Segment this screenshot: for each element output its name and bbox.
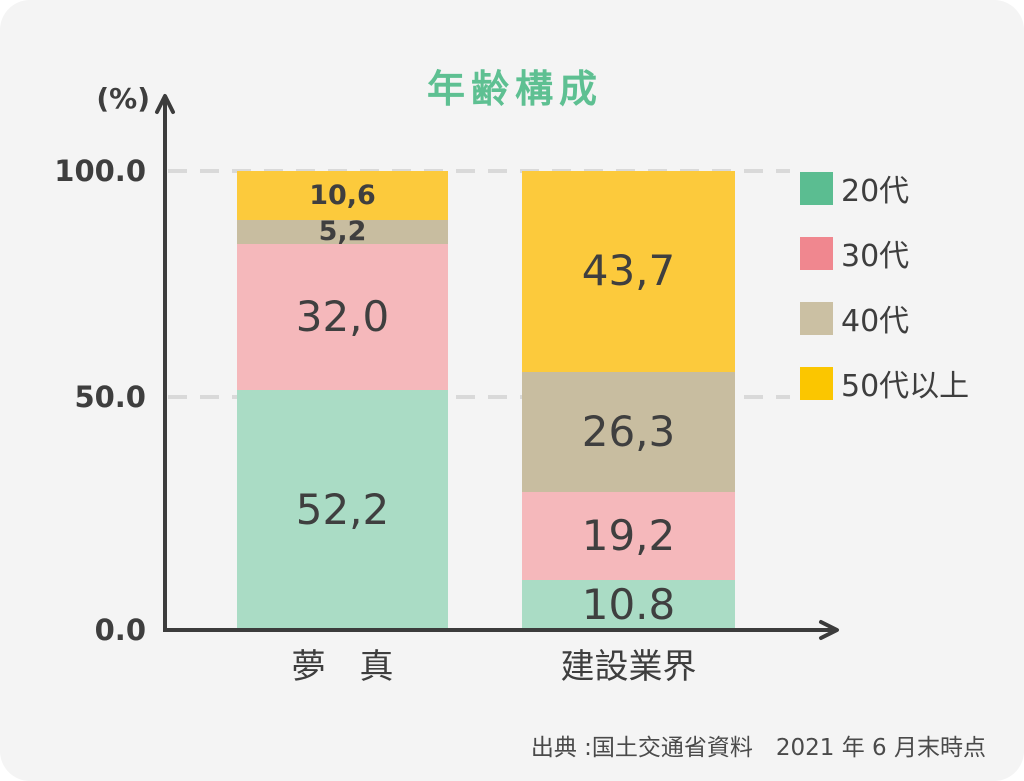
bar-kensetsu-segment-20s: 10.8 (522, 580, 735, 630)
y-axis-unit-label: (%) (96, 82, 150, 115)
bar-yumeshin-segment-50s-plus: 10,6 (237, 171, 448, 220)
legend: 20代 30代 40代 50代以上 (800, 171, 969, 431)
value-label: 26,3 (581, 406, 676, 456)
bar-yumeshin-segment-40s: 5,2 (237, 216, 448, 248)
y-tick-0: 0.0 (94, 613, 146, 647)
value-label: 5,2 (318, 216, 367, 248)
value-label: 52,2 (295, 485, 390, 535)
legend-swatch-20s (800, 171, 833, 205)
y-tick-100: 100.0 (54, 154, 146, 188)
category-label-yumeshin: 夢 真 (291, 647, 394, 687)
source-note: 出典 :国土交通省資料 2021 年 6 月末時点 (530, 735, 986, 761)
legend-item-30s: 30代 (800, 236, 969, 274)
bar-yumeshin-segment-30s: 32,0 (237, 243, 448, 391)
legend-label: 20代 (841, 174, 910, 209)
legend-item-20s: 20代 (800, 171, 969, 209)
legend-label: 50代以上 (841, 369, 970, 404)
value-label: 10,6 (309, 179, 376, 211)
bar-kensetsu-segment-40s: 26,3 (522, 371, 735, 493)
legend-swatch-30s (800, 236, 833, 270)
legend-label: 40代 (841, 304, 910, 339)
legend-swatch-50s-plus (800, 366, 833, 400)
value-label: 19,2 (581, 511, 676, 561)
legend-item-50s-plus: 50代以上 (800, 366, 969, 404)
value-label: 32,0 (295, 291, 390, 341)
category-label-construction-industry: 建設業界 (560, 647, 697, 687)
legend-item-40s: 40代 (800, 301, 969, 339)
value-label: 10.8 (581, 580, 676, 630)
legend-label: 30代 (841, 239, 910, 274)
bar-kensetsu-segment-50s-plus: 43,7 (522, 171, 735, 372)
legend-swatch-40s (800, 301, 833, 335)
y-tick-50: 50.0 (74, 380, 146, 414)
value-label: 43,7 (581, 246, 676, 296)
bar-yumeshin-segment-20s: 52,2 (237, 390, 448, 630)
chart-title: 年齢構成 (426, 67, 603, 111)
bar-kensetsu-segment-30s: 19,2 (522, 492, 735, 581)
